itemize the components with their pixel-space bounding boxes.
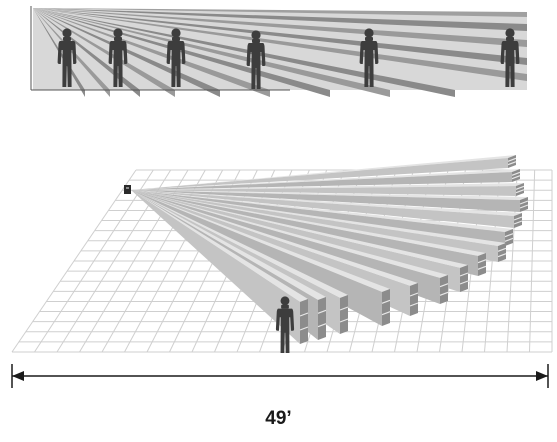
detection-beam-segment (477, 259, 487, 264)
detection-beam-segment (409, 302, 419, 307)
detection-beam-segment (459, 280, 469, 285)
detection-beam-segment (299, 312, 309, 317)
side-beam (33, 8, 110, 97)
detection-beam-end (410, 283, 418, 316)
side-beam-field (33, 8, 527, 90)
dimension-label: 49’ (265, 408, 292, 429)
detection-beam (131, 172, 512, 190)
detection-beam (131, 190, 300, 344)
width-dimension-arrow (11, 364, 549, 388)
detection-beam-segment (515, 189, 525, 194)
detection-beam (131, 190, 390, 292)
detection-beam (131, 190, 513, 232)
detection-beam-segment (381, 299, 391, 304)
detection-beam-end (508, 155, 516, 168)
detection-beam (131, 155, 516, 190)
detection-beam (131, 190, 418, 286)
side-beam (33, 8, 140, 97)
detection-beam-end (440, 275, 448, 304)
detection-beam-segment (507, 161, 517, 166)
side-beam (33, 8, 527, 31)
detection-beam-end (460, 265, 468, 292)
side-beam (33, 8, 270, 97)
side-beam (33, 8, 390, 97)
side-view-beams (33, 8, 527, 97)
detection-beam-segment (339, 306, 349, 311)
side-beam (33, 8, 527, 17)
detection-beam-segment (299, 326, 309, 331)
detection-beam-segment (439, 291, 449, 296)
detection-beam (131, 190, 514, 228)
detection-beam-end (478, 253, 486, 276)
detection-beam (131, 183, 524, 190)
detection-beam-segment (513, 216, 523, 221)
detection-beam (131, 186, 516, 196)
detection-beam (131, 190, 522, 216)
detection-beam (131, 190, 326, 300)
detection-beam-segment (439, 283, 449, 288)
detection-beam-end (382, 289, 390, 326)
detection-beam (131, 190, 520, 212)
detection-beam (131, 158, 508, 190)
detection-beam-segment (317, 323, 327, 328)
detection-beam-segment (381, 311, 391, 316)
detection-beam-end (512, 169, 520, 182)
detection-beam-segment (409, 292, 419, 297)
detection-beam (131, 169, 520, 190)
floor-view (11, 155, 553, 354)
detection-beam-segment (504, 237, 514, 242)
detection-beam-segment (477, 265, 487, 270)
detection-beams (131, 155, 529, 344)
detection-beam (131, 190, 528, 200)
side-beam (33, 8, 330, 97)
detection-beam-end (520, 197, 528, 212)
detection-beam-segment (511, 175, 521, 180)
detection-beam-end (516, 183, 524, 196)
detection-beam-segment (459, 272, 469, 277)
detection-beam (131, 190, 348, 298)
detection-beam-segment (504, 233, 514, 238)
detection-beam-end (300, 299, 308, 344)
detection-beam-segment (511, 171, 521, 176)
detection-beam-end (318, 297, 326, 340)
side-beam (33, 8, 527, 81)
detection-beam-segment (519, 204, 529, 209)
detection-beam-end (498, 243, 506, 262)
detection-beam-segment (519, 200, 529, 205)
detection-beam (131, 190, 308, 302)
detection-beam-end (340, 295, 348, 334)
detection-beam-segment (497, 253, 507, 258)
detection-beam (131, 190, 448, 278)
detection-beam (131, 190, 486, 256)
detection-beam-end (514, 213, 522, 228)
detection-beam-segment (513, 220, 523, 225)
detection-beam-segment (339, 318, 349, 323)
detection-beam-segment (507, 157, 517, 162)
detection-beam (131, 190, 468, 268)
side-beam (33, 8, 527, 65)
side-beam (33, 8, 455, 97)
detection-beam-segment (515, 185, 525, 190)
detection-beam-end (505, 229, 513, 246)
side-view (30, 6, 527, 97)
detection-beam-segment (317, 309, 327, 314)
detection-beam-segment (497, 247, 507, 252)
side-beam (33, 8, 527, 47)
sensor-icon (124, 185, 131, 194)
detection-beam (131, 190, 506, 246)
